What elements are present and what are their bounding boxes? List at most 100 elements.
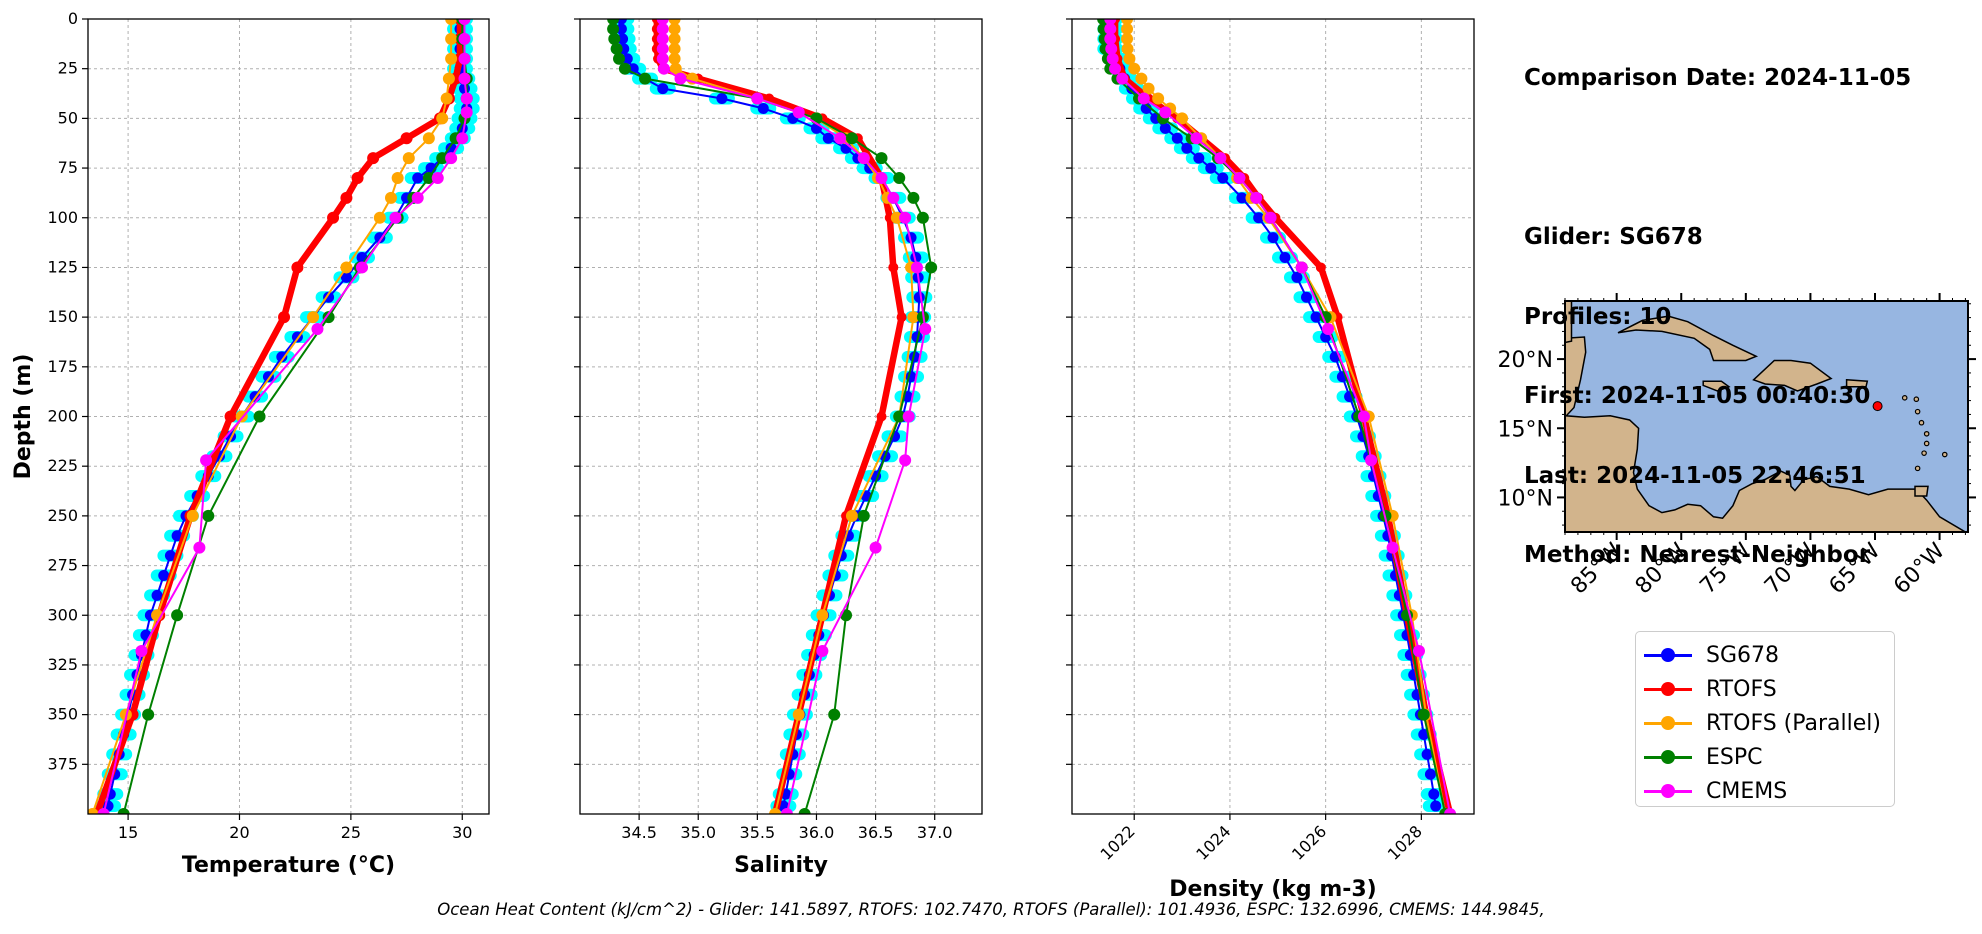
- panel-0: 0 25 50 75 100 125 150 175 200 225 250 275 300 325 350…: [11, 9, 490, 878]
- y-tick-label: 350: [47, 705, 78, 724]
- data-point: [384, 191, 397, 204]
- panel-2: 1022 1024 1026 1028 Density (kg m-3): [1066, 18, 1475, 902]
- data-point: [436, 152, 449, 165]
- island: [1901, 395, 1908, 401]
- x-axis-label: Density (kg m-3): [1169, 877, 1377, 902]
- data-point: [1417, 708, 1430, 721]
- island: [1914, 408, 1921, 415]
- data-point: [442, 72, 455, 85]
- data-point: [822, 132, 834, 144]
- series-line-sg678: [620, 19, 921, 807]
- data-point: [1116, 72, 1129, 85]
- info-spacer: [1524, 145, 1911, 172]
- data-point: [890, 211, 903, 224]
- data-point: [422, 172, 435, 184]
- data-point: [200, 454, 213, 467]
- data-point: [656, 52, 669, 65]
- panel-1: 34.5 35.0 35.5 36.0 36.5 37.0 Salinity: [574, 18, 983, 878]
- data-point: [97, 808, 110, 814]
- legend-item-sg678: SG678: [1644, 638, 1894, 672]
- island: [1923, 440, 1930, 447]
- island: [1941, 451, 1948, 458]
- data-point: [1123, 52, 1136, 65]
- data-point: [857, 152, 870, 165]
- island: [1921, 450, 1927, 456]
- map-frame: [1564, 300, 1969, 533]
- data-point: [876, 411, 887, 422]
- data-point: [896, 312, 907, 323]
- data-point: [1365, 454, 1378, 467]
- mexico-edge: [1565, 301, 1573, 344]
- data-point: [458, 32, 471, 45]
- data-point: [834, 132, 847, 145]
- data-point: [389, 211, 402, 224]
- data-point: [1121, 42, 1134, 55]
- data-point: [1105, 42, 1118, 55]
- x-tick-label: 30: [452, 823, 472, 842]
- legend-swatch: [1644, 713, 1692, 733]
- data-point: [615, 23, 627, 35]
- legend-label: RTOFS (Parallel): [1706, 710, 1881, 736]
- data-point: [792, 106, 805, 119]
- island: [1923, 430, 1930, 437]
- data-point: [391, 172, 404, 184]
- x-tick-label: 35.5: [740, 823, 776, 842]
- data-point: [171, 609, 184, 622]
- data-point: [668, 32, 681, 45]
- last-time: Last: 2024-11-05 22:46:51: [1524, 462, 1866, 489]
- y-tick-label: 150: [47, 307, 78, 326]
- data-point: [1291, 271, 1303, 283]
- data-point: [816, 645, 829, 658]
- data-point: [613, 52, 626, 65]
- comparison-date: Comparison Date: 2024-11-05: [1524, 65, 1912, 91]
- data-point: [780, 808, 793, 814]
- map-lat-label: 10°N: [1498, 486, 1553, 511]
- y-tick-label: 25: [58, 59, 78, 78]
- profile-count: Profiles: 10: [1524, 303, 1672, 330]
- first-time: First: 2024-11-05 00:40:30: [1524, 383, 1871, 409]
- legend-item-cmems: CMEMS: [1644, 774, 1894, 808]
- data-point: [1171, 132, 1183, 144]
- data-point: [888, 262, 899, 273]
- data-point: [373, 211, 386, 224]
- data-point: [1253, 212, 1265, 224]
- data-point: [907, 311, 920, 324]
- data-point: [1421, 748, 1433, 760]
- data-point: [340, 261, 353, 274]
- data-point: [668, 19, 681, 25]
- data-point: [1267, 232, 1279, 244]
- legend-label: SG678: [1706, 642, 1780, 668]
- data-point: [1386, 541, 1399, 554]
- data-point: [117, 808, 130, 814]
- legend-swatch: [1644, 679, 1692, 699]
- series-line-espc: [1102, 19, 1447, 814]
- data-point: [716, 93, 728, 104]
- data-point: [193, 541, 206, 554]
- data-point: [422, 132, 435, 145]
- data-point: [607, 19, 620, 25]
- plot-area: [1097, 19, 1457, 814]
- data-point: [291, 261, 304, 274]
- data-point: [899, 211, 912, 224]
- data-point: [639, 72, 652, 85]
- data-point: [1233, 172, 1246, 184]
- data-point: [445, 19, 458, 25]
- x-tick-label: 36.0: [799, 823, 835, 842]
- data-point: [668, 22, 681, 35]
- x-tick-label: 36.5: [858, 823, 894, 842]
- data-point: [88, 808, 99, 814]
- data-point: [276, 351, 288, 363]
- data-point: [828, 708, 841, 721]
- jamaica: [1702, 380, 1731, 392]
- data-point: [1430, 800, 1442, 812]
- y-axis-label: Depth (m): [11, 354, 36, 480]
- y-tick-label: 0: [68, 9, 78, 28]
- data-point: [1152, 92, 1165, 105]
- data-point: [460, 92, 473, 105]
- x-tick-label: 1024: [1192, 822, 1234, 864]
- glider-name: Glider: SG678: [1524, 224, 1703, 250]
- data-point: [458, 52, 471, 65]
- data-point: [875, 152, 888, 165]
- x-tick-label: 1026: [1288, 822, 1330, 864]
